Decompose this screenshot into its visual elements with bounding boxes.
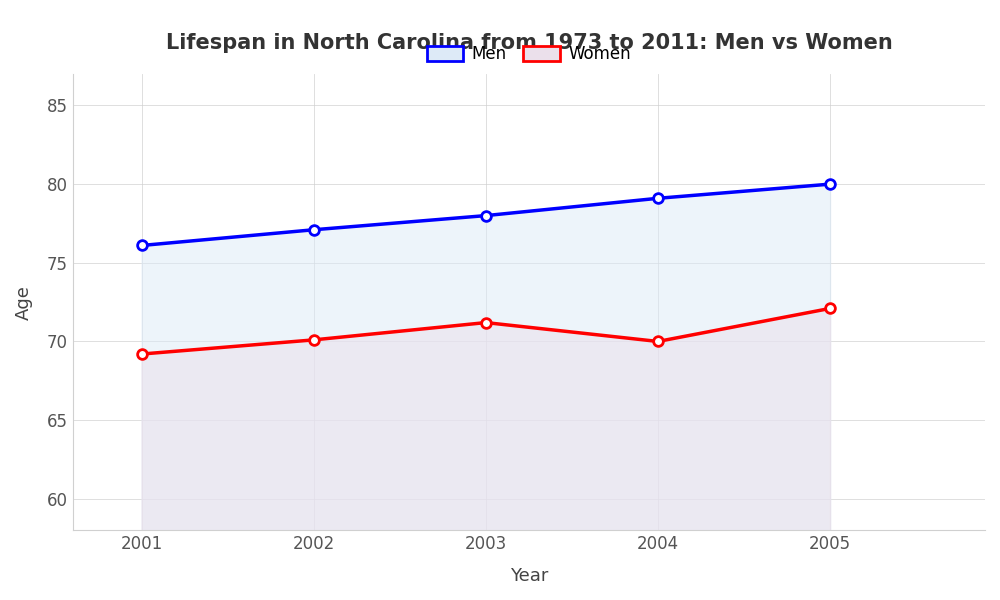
- Y-axis label: Age: Age: [15, 284, 33, 320]
- Legend: Men, Women: Men, Women: [418, 37, 639, 71]
- X-axis label: Year: Year: [510, 567, 548, 585]
- Title: Lifespan in North Carolina from 1973 to 2011: Men vs Women: Lifespan in North Carolina from 1973 to …: [166, 33, 892, 53]
